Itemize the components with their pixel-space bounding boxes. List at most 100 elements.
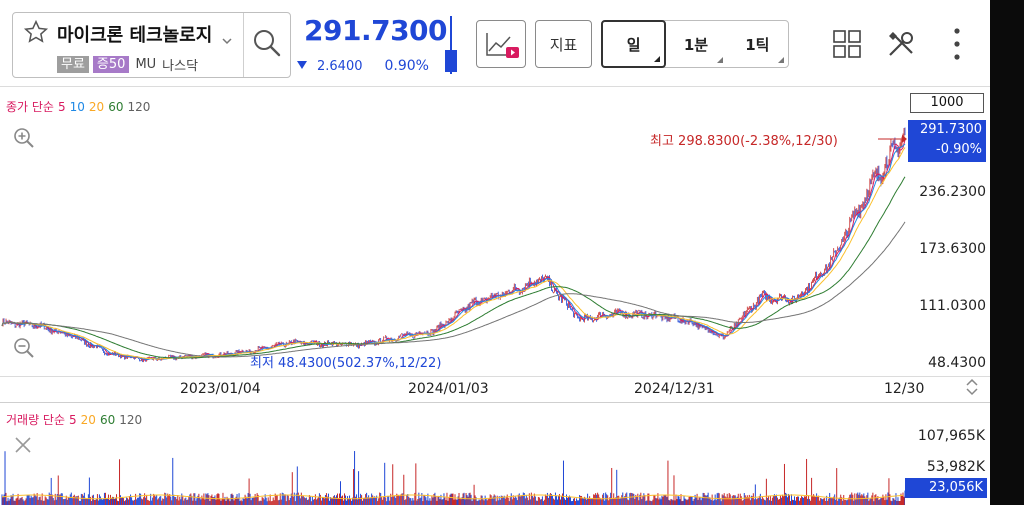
volume-bar — [780, 497, 782, 505]
volume-bar — [302, 495, 304, 505]
volume-bar — [366, 492, 368, 505]
search-icon[interactable] — [251, 27, 283, 59]
volume-bar — [765, 478, 767, 505]
volume-bar — [121, 497, 123, 505]
volume-bar — [400, 494, 402, 505]
volume-bar — [130, 494, 132, 505]
indicator-button[interactable]: 지표 — [535, 20, 592, 68]
volume-legend: 거래량 단순 5 20 60 120 — [6, 411, 146, 428]
candle-count[interactable]: 1000 — [910, 93, 984, 113]
period-day[interactable]: 일 — [601, 20, 667, 68]
volume-bar — [262, 497, 264, 505]
volume-bar — [706, 495, 708, 505]
volume-bar — [168, 494, 170, 505]
volume-bar — [171, 500, 173, 505]
zoom-in-icon[interactable] — [12, 126, 36, 150]
volume-bar — [690, 496, 692, 505]
volume-bar — [184, 498, 186, 505]
volume-bar — [849, 494, 851, 505]
close-icon[interactable] — [14, 436, 32, 454]
period-1min[interactable]: 1분 — [665, 21, 726, 67]
volume-bar — [188, 497, 190, 505]
period-1tick[interactable]: 1틱 — [727, 21, 788, 67]
volume-bar — [42, 500, 44, 505]
volume-bar — [384, 462, 386, 505]
volume-bar — [87, 494, 89, 505]
volume-bar — [827, 500, 829, 505]
volume-bar — [586, 499, 588, 505]
chevron-down-icon[interactable] — [221, 35, 233, 47]
volume-bar — [320, 500, 322, 505]
volume-bar — [604, 500, 606, 505]
volume-bar — [752, 493, 754, 505]
volume-bar — [325, 493, 327, 505]
volume-bar — [316, 498, 318, 505]
volume-bar — [6, 501, 8, 505]
volume-bar — [417, 499, 419, 505]
volume-bar — [641, 499, 643, 505]
grid-icon[interactable] — [833, 30, 861, 58]
volume-bar — [766, 498, 768, 505]
volume-bar — [414, 492, 416, 505]
volume-bar — [582, 498, 584, 505]
star-icon[interactable] — [23, 19, 49, 45]
volume-bar — [182, 495, 184, 505]
zoom-out-icon[interactable] — [12, 336, 36, 360]
volume-bar — [779, 495, 781, 505]
volume-bar — [485, 498, 487, 505]
volume-bar — [289, 497, 291, 505]
volume-bar — [208, 495, 210, 505]
volume-bar — [430, 500, 432, 505]
volume-bar — [329, 497, 331, 505]
volume-bar — [153, 493, 155, 505]
volume-bar — [815, 496, 817, 505]
volume-bar — [236, 494, 238, 505]
volume-bar — [481, 495, 483, 505]
volume-bar — [263, 499, 265, 505]
volume-bar — [290, 493, 292, 505]
volume-bar — [862, 495, 864, 505]
volume-chart[interactable] — [0, 430, 905, 505]
volume-bar — [97, 500, 99, 505]
stock-selector[interactable]: 마이크론 테크놀로지 무료 증50 MU 나스닥 — [12, 12, 291, 78]
volume-bar — [133, 500, 135, 505]
volume-bar — [457, 496, 459, 505]
volume-bar — [260, 500, 262, 505]
volume-bar — [668, 499, 670, 505]
volume-bar — [63, 499, 65, 505]
volume-bar — [901, 495, 903, 505]
volume-bar — [82, 495, 84, 505]
volume-bar — [615, 497, 617, 505]
volume-bar — [757, 498, 759, 505]
volume-bar — [812, 495, 814, 505]
tools-icon[interactable] — [886, 29, 916, 59]
legend-ma60: 60 — [108, 100, 124, 114]
volume-bar — [885, 494, 887, 505]
volume-bar — [598, 494, 600, 505]
volume-bar — [763, 499, 765, 505]
legend-ma5: 5 — [57, 100, 66, 114]
volume-bar — [488, 497, 490, 505]
volume-bar — [46, 499, 48, 505]
volume-bar — [207, 493, 209, 505]
updown-icon[interactable] — [964, 376, 980, 398]
volume-bar — [868, 500, 870, 505]
volume-bar — [317, 496, 319, 505]
volume-bar — [300, 492, 302, 505]
volume-bar — [231, 493, 233, 505]
volume-bar — [886, 499, 888, 505]
volume-bar — [314, 494, 316, 505]
more-icon[interactable] — [952, 27, 962, 61]
price-chart[interactable] — [0, 115, 910, 377]
volume-bar — [252, 497, 254, 505]
stock-name[interactable]: 마이크론 테크놀로지 — [57, 25, 213, 46]
volume-bar — [817, 496, 819, 505]
volume-bar — [275, 495, 277, 505]
volume-bar — [120, 495, 122, 505]
volume-bar — [784, 492, 786, 505]
chart-play-button[interactable] — [476, 20, 526, 68]
volume-bar — [514, 495, 516, 505]
volume-bar — [285, 501, 287, 505]
volume-bar — [253, 497, 255, 505]
volume-bar — [539, 499, 541, 505]
